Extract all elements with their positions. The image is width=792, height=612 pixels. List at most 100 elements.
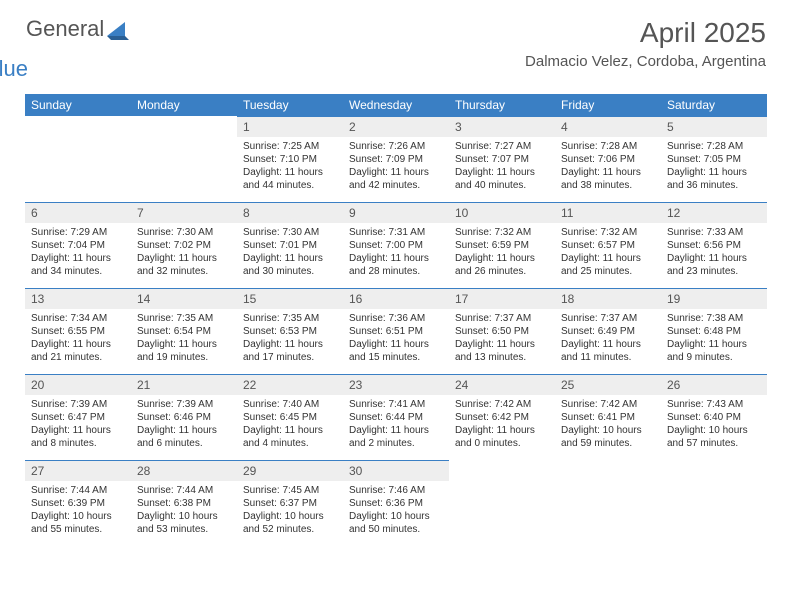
weekday-header: Tuesday bbox=[237, 94, 343, 116]
day-number-bar: 14 bbox=[131, 288, 237, 309]
day-number-bar: 21 bbox=[131, 374, 237, 395]
day-number-bar: 7 bbox=[131, 202, 237, 223]
calendar-cell: 16Sunrise: 7:36 AMSunset: 6:51 PMDayligh… bbox=[343, 288, 449, 374]
weekday-header: Saturday bbox=[661, 94, 767, 116]
day-number-bar: 10 bbox=[449, 202, 555, 223]
calendar-cell: 3Sunrise: 7:27 AMSunset: 7:07 PMDaylight… bbox=[449, 116, 555, 202]
day-details: Sunrise: 7:31 AMSunset: 7:00 PMDaylight:… bbox=[343, 223, 449, 284]
day-details: Sunrise: 7:44 AMSunset: 6:39 PMDaylight:… bbox=[25, 481, 131, 542]
day-details: Sunrise: 7:32 AMSunset: 6:57 PMDaylight:… bbox=[555, 223, 661, 284]
logo-text-blue: Blue bbox=[0, 58, 104, 80]
calendar-cell: 25Sunrise: 7:42 AMSunset: 6:41 PMDayligh… bbox=[555, 374, 661, 460]
day-number-bar: 17 bbox=[449, 288, 555, 309]
day-number-bar: 23 bbox=[343, 374, 449, 395]
calendar-cell: 27Sunrise: 7:44 AMSunset: 6:39 PMDayligh… bbox=[25, 460, 131, 546]
day-details: Sunrise: 7:30 AMSunset: 7:01 PMDaylight:… bbox=[237, 223, 343, 284]
day-details: Sunrise: 7:39 AMSunset: 6:47 PMDaylight:… bbox=[25, 395, 131, 456]
day-details: Sunrise: 7:37 AMSunset: 6:49 PMDaylight:… bbox=[555, 309, 661, 370]
day-details: Sunrise: 7:28 AMSunset: 7:06 PMDaylight:… bbox=[555, 137, 661, 198]
weekday-header: Friday bbox=[555, 94, 661, 116]
calendar-cell: 30Sunrise: 7:46 AMSunset: 6:36 PMDayligh… bbox=[343, 460, 449, 546]
day-details: Sunrise: 7:40 AMSunset: 6:45 PMDaylight:… bbox=[237, 395, 343, 456]
calendar-row: 27Sunrise: 7:44 AMSunset: 6:39 PMDayligh… bbox=[25, 460, 767, 546]
day-number-bar: 22 bbox=[237, 374, 343, 395]
day-details: Sunrise: 7:41 AMSunset: 6:44 PMDaylight:… bbox=[343, 395, 449, 456]
calendar-row: 6Sunrise: 7:29 AMSunset: 7:04 PMDaylight… bbox=[25, 202, 767, 288]
day-number-bar: 11 bbox=[555, 202, 661, 223]
calendar-cell: 18Sunrise: 7:37 AMSunset: 6:49 PMDayligh… bbox=[555, 288, 661, 374]
calendar-cell: 2Sunrise: 7:26 AMSunset: 7:09 PMDaylight… bbox=[343, 116, 449, 202]
day-number-bar: 24 bbox=[449, 374, 555, 395]
calendar-cell bbox=[449, 460, 555, 546]
calendar-cell: 1Sunrise: 7:25 AMSunset: 7:10 PMDaylight… bbox=[237, 116, 343, 202]
calendar-row: 20Sunrise: 7:39 AMSunset: 6:47 PMDayligh… bbox=[25, 374, 767, 460]
header: General Blue April 2025 Dalmacio Velez, … bbox=[0, 0, 792, 86]
location-label: Dalmacio Velez, Cordoba, Argentina bbox=[525, 53, 766, 70]
day-number-bar: 15 bbox=[237, 288, 343, 309]
calendar-cell: 4Sunrise: 7:28 AMSunset: 7:06 PMDaylight… bbox=[555, 116, 661, 202]
weekday-header: Sunday bbox=[25, 94, 131, 116]
day-number-bar: 29 bbox=[237, 460, 343, 481]
calendar-cell: 19Sunrise: 7:38 AMSunset: 6:48 PMDayligh… bbox=[661, 288, 767, 374]
calendar-cell: 23Sunrise: 7:41 AMSunset: 6:44 PMDayligh… bbox=[343, 374, 449, 460]
calendar-cell: 13Sunrise: 7:34 AMSunset: 6:55 PMDayligh… bbox=[25, 288, 131, 374]
day-details: Sunrise: 7:25 AMSunset: 7:10 PMDaylight:… bbox=[237, 137, 343, 198]
day-details: Sunrise: 7:26 AMSunset: 7:09 PMDaylight:… bbox=[343, 137, 449, 198]
day-details: Sunrise: 7:32 AMSunset: 6:59 PMDaylight:… bbox=[449, 223, 555, 284]
weekday-header: Wednesday bbox=[343, 94, 449, 116]
day-number-bar: 25 bbox=[555, 374, 661, 395]
day-details: Sunrise: 7:43 AMSunset: 6:40 PMDaylight:… bbox=[661, 395, 767, 456]
day-number-bar: 27 bbox=[25, 460, 131, 481]
weekday-header: Monday bbox=[131, 94, 237, 116]
day-number-bar: 4 bbox=[555, 116, 661, 137]
calendar-cell: 28Sunrise: 7:44 AMSunset: 6:38 PMDayligh… bbox=[131, 460, 237, 546]
logo-triangle-icon bbox=[107, 22, 129, 40]
calendar-cell: 22Sunrise: 7:40 AMSunset: 6:45 PMDayligh… bbox=[237, 374, 343, 460]
calendar-cell: 8Sunrise: 7:30 AMSunset: 7:01 PMDaylight… bbox=[237, 202, 343, 288]
title-block: April 2025 Dalmacio Velez, Cordoba, Arge… bbox=[525, 18, 766, 70]
calendar-cell: 11Sunrise: 7:32 AMSunset: 6:57 PMDayligh… bbox=[555, 202, 661, 288]
day-number-bar: 2 bbox=[343, 116, 449, 137]
day-number-bar: 3 bbox=[449, 116, 555, 137]
day-number-bar: 16 bbox=[343, 288, 449, 309]
calendar-cell: 24Sunrise: 7:42 AMSunset: 6:42 PMDayligh… bbox=[449, 374, 555, 460]
day-number-bar: 18 bbox=[555, 288, 661, 309]
day-number-bar: 5 bbox=[661, 116, 767, 137]
day-details: Sunrise: 7:27 AMSunset: 7:07 PMDaylight:… bbox=[449, 137, 555, 198]
day-details: Sunrise: 7:28 AMSunset: 7:05 PMDaylight:… bbox=[661, 137, 767, 198]
day-details: Sunrise: 7:38 AMSunset: 6:48 PMDaylight:… bbox=[661, 309, 767, 370]
calendar-cell: 21Sunrise: 7:39 AMSunset: 6:46 PMDayligh… bbox=[131, 374, 237, 460]
calendar-cell: 17Sunrise: 7:37 AMSunset: 6:50 PMDayligh… bbox=[449, 288, 555, 374]
logo-text-stack: General Blue bbox=[26, 18, 104, 80]
calendar-cell bbox=[25, 116, 131, 202]
day-number-bar: 1 bbox=[237, 116, 343, 137]
day-number-bar: 8 bbox=[237, 202, 343, 223]
day-details: Sunrise: 7:42 AMSunset: 6:41 PMDaylight:… bbox=[555, 395, 661, 456]
day-number-bar: 9 bbox=[343, 202, 449, 223]
calendar-row: 13Sunrise: 7:34 AMSunset: 6:55 PMDayligh… bbox=[25, 288, 767, 374]
day-details: Sunrise: 7:34 AMSunset: 6:55 PMDaylight:… bbox=[25, 309, 131, 370]
calendar-cell: 10Sunrise: 7:32 AMSunset: 6:59 PMDayligh… bbox=[449, 202, 555, 288]
day-details: Sunrise: 7:39 AMSunset: 6:46 PMDaylight:… bbox=[131, 395, 237, 456]
day-number-bar: 19 bbox=[661, 288, 767, 309]
day-details: Sunrise: 7:42 AMSunset: 6:42 PMDaylight:… bbox=[449, 395, 555, 456]
calendar-cell bbox=[661, 460, 767, 546]
logo: General Blue bbox=[26, 18, 129, 80]
day-number-bar: 12 bbox=[661, 202, 767, 223]
calendar-table: SundayMondayTuesdayWednesdayThursdayFrid… bbox=[25, 94, 767, 546]
day-details: Sunrise: 7:46 AMSunset: 6:36 PMDaylight:… bbox=[343, 481, 449, 542]
day-details: Sunrise: 7:37 AMSunset: 6:50 PMDaylight:… bbox=[449, 309, 555, 370]
day-number-bar: 13 bbox=[25, 288, 131, 309]
calendar-cell: 20Sunrise: 7:39 AMSunset: 6:47 PMDayligh… bbox=[25, 374, 131, 460]
day-number-bar: 28 bbox=[131, 460, 237, 481]
calendar-cell: 14Sunrise: 7:35 AMSunset: 6:54 PMDayligh… bbox=[131, 288, 237, 374]
month-title: April 2025 bbox=[525, 18, 766, 49]
day-details: Sunrise: 7:30 AMSunset: 7:02 PMDaylight:… bbox=[131, 223, 237, 284]
calendar-cell: 26Sunrise: 7:43 AMSunset: 6:40 PMDayligh… bbox=[661, 374, 767, 460]
logo-text-general: General bbox=[26, 18, 104, 40]
day-details: Sunrise: 7:33 AMSunset: 6:56 PMDaylight:… bbox=[661, 223, 767, 284]
calendar-cell: 29Sunrise: 7:45 AMSunset: 6:37 PMDayligh… bbox=[237, 460, 343, 546]
day-details: Sunrise: 7:35 AMSunset: 6:54 PMDaylight:… bbox=[131, 309, 237, 370]
calendar-cell: 9Sunrise: 7:31 AMSunset: 7:00 PMDaylight… bbox=[343, 202, 449, 288]
day-number-bar: 26 bbox=[661, 374, 767, 395]
